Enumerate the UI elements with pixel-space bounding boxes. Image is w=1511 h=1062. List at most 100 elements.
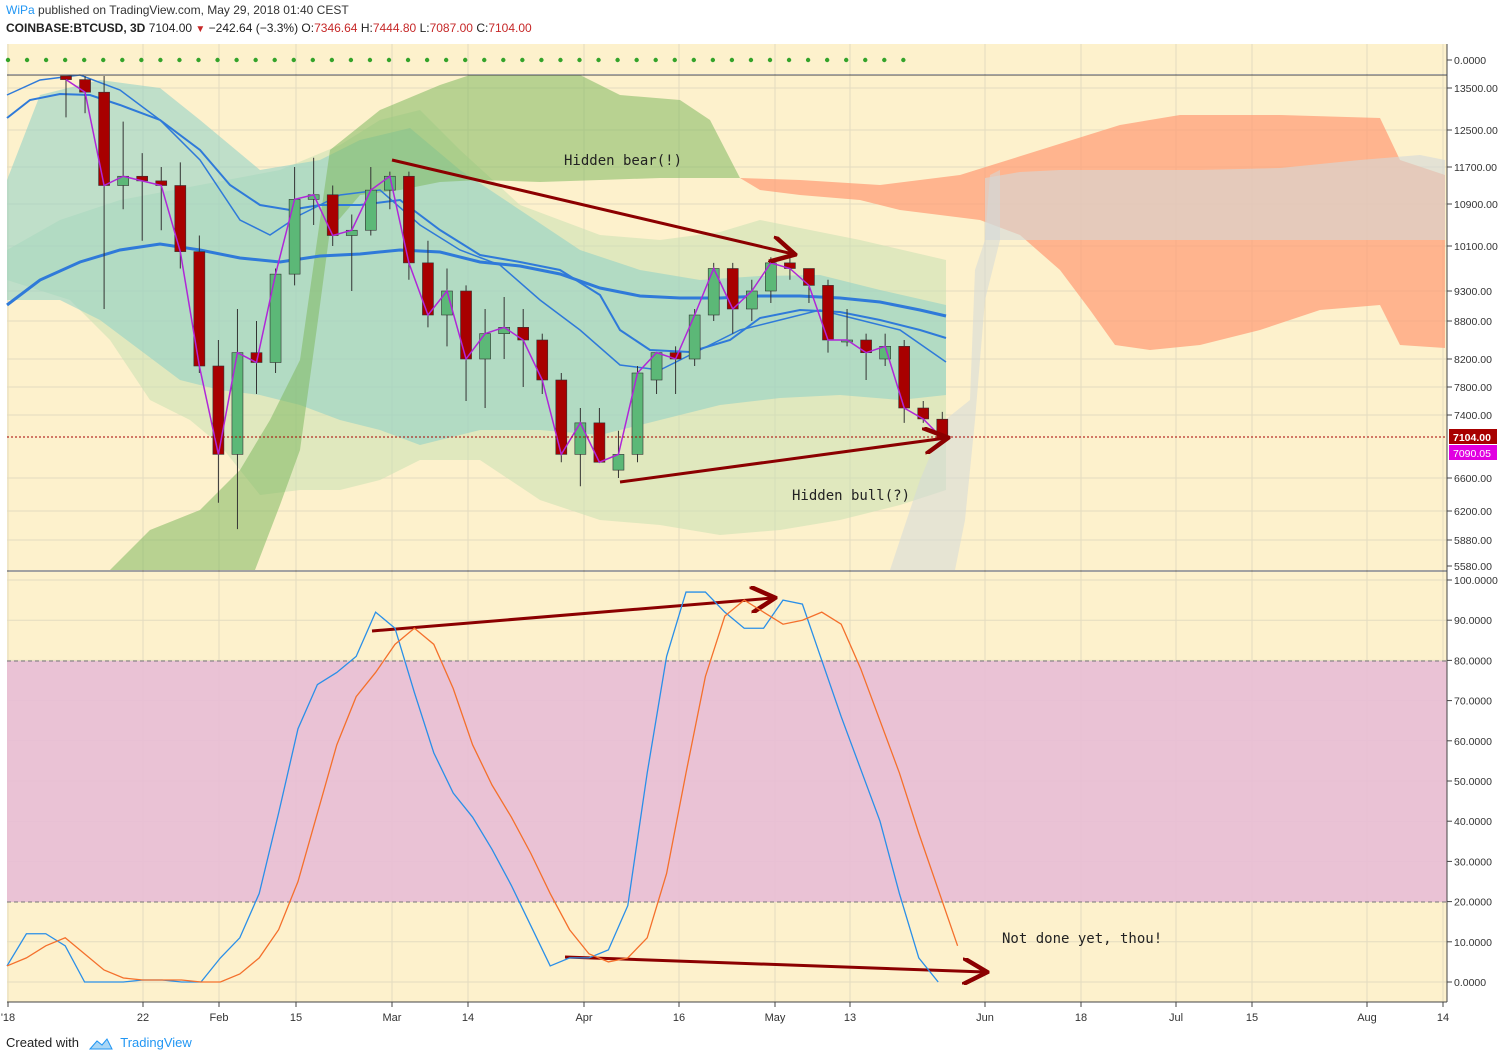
- candle-bear[interactable]: [98, 91, 110, 186]
- signal-dot: [43, 57, 49, 63]
- price-tick-label: 9300.00: [1454, 286, 1492, 298]
- candle-bear[interactable]: [193, 251, 206, 367]
- stoch-tick-label: 10.0000: [1454, 937, 1492, 949]
- price-tick-label: 8800.00: [1454, 316, 1492, 328]
- signal-dot: [139, 57, 144, 63]
- candle-bull[interactable]: [269, 273, 282, 363]
- published-text: published on TradingView.com, May 29, 20…: [38, 3, 349, 17]
- stoch-d-line: [6, 599, 959, 983]
- signal-dot: [272, 57, 277, 63]
- footer: Created with TradingView: [6, 1035, 192, 1051]
- signal-dot: [520, 57, 525, 63]
- signal-dot: [101, 57, 106, 63]
- candle-bear[interactable]: [422, 262, 434, 316]
- close-label: C:: [476, 21, 489, 35]
- cloud-bull: [110, 75, 740, 570]
- publish-info: WiPa published on TradingView.com, May 2…: [6, 3, 349, 17]
- stoch-tick-label: 20.0000: [1454, 897, 1492, 909]
- stoch-axis[interactable]: 100.0000 90.0000 80.0000 70.0000 60.0000 50.0…: [1447, 575, 1498, 989]
- candle-bull[interactable]: [688, 314, 701, 360]
- candle-bear[interactable]: [536, 339, 549, 381]
- candle-bear[interactable]: [555, 379, 568, 455]
- last-price-tag-text: 7104.00: [1453, 432, 1491, 444]
- signal-dot: [844, 57, 849, 63]
- stoch-tick-label: 90.0000: [1454, 615, 1492, 627]
- chikou-shadow: [985, 155, 1445, 240]
- signal-dot: [710, 57, 716, 63]
- signal-dot: [405, 57, 411, 63]
- signal-dot: [158, 57, 163, 63]
- signal-dot: [577, 57, 582, 63]
- time-tick-label: Jun: [976, 1012, 994, 1024]
- candle-bull[interactable]: [231, 352, 244, 455]
- signal-dot: [501, 57, 506, 63]
- high-label: H:: [360, 21, 373, 35]
- annotation-not-done: Not done yet, thou!: [1002, 931, 1162, 947]
- price-tick-label: 6200.00: [1454, 506, 1492, 518]
- price-axis[interactable]: 0.0000 13500.00 12500.00 11700.00 10900.00 10…: [1447, 55, 1498, 573]
- candle-bear[interactable]: [326, 194, 339, 236]
- candle-bull[interactable]: [631, 372, 644, 455]
- created-with-text: Created with: [6, 1035, 79, 1050]
- time-tick-label: 15: [290, 1012, 302, 1024]
- author-name[interactable]: WiPa: [6, 3, 35, 17]
- candle-bear[interactable]: [403, 175, 415, 264]
- signal-dot: [748, 57, 754, 63]
- time-tick-label: 18: [1075, 1012, 1087, 1024]
- signal-dot: [215, 57, 220, 63]
- candle-bear[interactable]: [212, 365, 225, 455]
- candle-bear[interactable]: [174, 185, 187, 252]
- candle-bull[interactable]: [364, 189, 377, 231]
- signal-dot: [882, 57, 887, 63]
- ohlc-legend: COINBASE:BTCUSD, 3D 7104.00 ▼ −242.64 (−…: [6, 21, 532, 35]
- price-tick-label: 7800.00: [1454, 382, 1492, 394]
- symbol-label: COINBASE:BTCUSD, 3D: [6, 21, 146, 35]
- signal-dot: [424, 57, 430, 63]
- candle-bull[interactable]: [765, 262, 777, 292]
- stoch-tick-label: 70.0000: [1454, 696, 1492, 708]
- candle-bear[interactable]: [822, 285, 834, 341]
- time-tick-label: 16: [673, 1012, 685, 1024]
- lagging-band: [890, 170, 1000, 570]
- candle-bear[interactable]: [593, 422, 606, 463]
- time-axis[interactable]: '18 22 Feb 15 Mar 14 Apr 16 May 13 Jun 18 Jul 15 Aug 14: [1, 1002, 1449, 1024]
- stoch-low-arrow: [564, 955, 985, 972]
- candle-bear[interactable]: [726, 268, 739, 310]
- signal-dot: [24, 57, 30, 63]
- stoch-tick-label: 30.0000: [1454, 856, 1492, 868]
- ref-price-tag: [1449, 445, 1497, 460]
- time-tick-label: 13: [844, 1012, 856, 1024]
- candle-bear[interactable]: [460, 290, 472, 360]
- zigzag-line: [65, 78, 943, 464]
- annotation-hidden-bull: Hidden bull(?): [792, 488, 910, 504]
- signal-dot: [120, 57, 125, 63]
- open-value: 7346.64: [314, 21, 358, 35]
- signal-dot: [482, 57, 487, 63]
- time-tick-label: Aug: [1357, 1012, 1377, 1024]
- stoch-tick-label: 0.0000: [1454, 977, 1486, 989]
- time-tick-label: Feb: [210, 1012, 229, 1024]
- candle-bear[interactable]: [898, 346, 911, 409]
- time-tick-label: '18: [1, 1012, 15, 1024]
- last-price-tag: [1449, 429, 1497, 444]
- price-tick-label: 11700.00: [1454, 162, 1497, 174]
- candle-bear[interactable]: [60, 75, 72, 80]
- ma-slow: [6, 242, 947, 318]
- candle-bull[interactable]: [574, 422, 587, 455]
- open-label: O:: [301, 21, 315, 35]
- signal-dot: [291, 57, 296, 63]
- tradingview-logo-icon: [88, 1037, 113, 1050]
- stoch-band: [7, 661, 1447, 902]
- signal-dot: [234, 57, 239, 63]
- stoch-tick-label: 60.0000: [1454, 736, 1492, 748]
- candle-bull[interactable]: [479, 333, 491, 360]
- hidden-bull-arrow: [619, 438, 946, 484]
- ref-price-tag-text: 7090.05: [1453, 448, 1491, 460]
- annotation-hidden-bear: Hidden bear(!): [564, 153, 682, 169]
- candle-bull[interactable]: [288, 199, 301, 275]
- price-tick-label: 6600.00: [1454, 473, 1492, 485]
- signal-dot: [196, 57, 201, 63]
- tradingview-link[interactable]: TradingView: [120, 1035, 192, 1050]
- ma-mid: [6, 92, 947, 354]
